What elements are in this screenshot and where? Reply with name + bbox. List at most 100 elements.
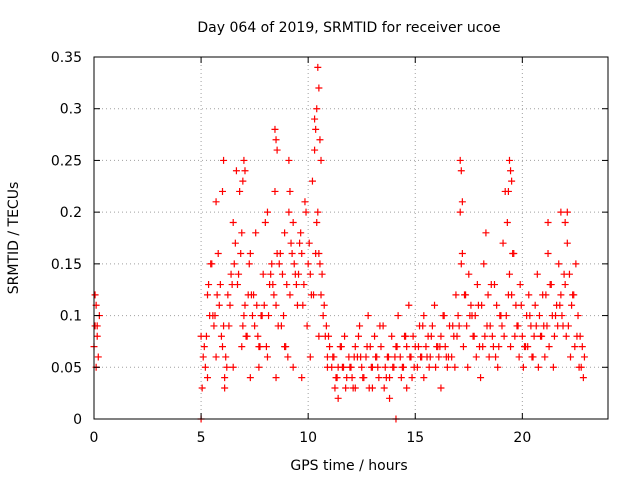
data-point bbox=[230, 260, 238, 268]
data-point bbox=[575, 363, 583, 371]
data-point bbox=[258, 312, 266, 320]
data-point bbox=[235, 270, 243, 278]
data-point bbox=[351, 343, 359, 351]
data-point bbox=[219, 187, 226, 195]
data-point bbox=[320, 301, 328, 309]
data-point bbox=[549, 363, 557, 371]
data-point bbox=[493, 301, 501, 309]
data-point bbox=[246, 374, 254, 382]
data-point bbox=[283, 281, 291, 289]
data-point bbox=[574, 312, 582, 320]
data-point bbox=[241, 301, 249, 309]
data-point bbox=[286, 187, 294, 195]
x-tick-label: 20 bbox=[513, 430, 531, 446]
data-point bbox=[541, 353, 549, 361]
data-point bbox=[213, 291, 221, 299]
data-point bbox=[220, 322, 228, 330]
data-point bbox=[440, 312, 448, 320]
data-point bbox=[313, 105, 321, 113]
data-point bbox=[201, 363, 209, 371]
data-point bbox=[243, 332, 251, 340]
data-point bbox=[290, 260, 298, 268]
data-point bbox=[287, 239, 295, 247]
data-point bbox=[443, 363, 451, 371]
data-point bbox=[451, 363, 459, 371]
data-point bbox=[367, 363, 375, 371]
data-point bbox=[342, 384, 350, 392]
data-point bbox=[322, 322, 330, 330]
data-point bbox=[93, 332, 101, 340]
data-point bbox=[417, 353, 425, 361]
data-point bbox=[547, 281, 555, 289]
data-point bbox=[550, 332, 558, 340]
data-point bbox=[204, 291, 212, 299]
data-point bbox=[310, 291, 318, 299]
data-point bbox=[496, 312, 504, 320]
data-point bbox=[533, 270, 541, 278]
data-point bbox=[273, 146, 281, 154]
data-point bbox=[457, 167, 465, 175]
data-point bbox=[226, 301, 234, 309]
data-point bbox=[296, 239, 304, 247]
data-point bbox=[269, 281, 277, 289]
data-point bbox=[303, 322, 311, 330]
data-point bbox=[380, 384, 388, 392]
data-point bbox=[262, 343, 270, 351]
data-point bbox=[350, 353, 358, 361]
data-point bbox=[222, 353, 230, 361]
data-point bbox=[454, 312, 462, 320]
data-point bbox=[409, 332, 417, 340]
data-point bbox=[317, 291, 325, 299]
data-point bbox=[200, 343, 208, 351]
data-point bbox=[410, 363, 418, 371]
data-point bbox=[422, 343, 430, 351]
data-point bbox=[311, 146, 319, 154]
data-point bbox=[316, 136, 324, 144]
data-point bbox=[256, 343, 264, 351]
data-point bbox=[219, 343, 226, 351]
data-point bbox=[354, 332, 362, 340]
data-point bbox=[371, 332, 379, 340]
data-point bbox=[281, 343, 289, 351]
data-point bbox=[331, 384, 339, 392]
data-point bbox=[260, 301, 268, 309]
data-point bbox=[215, 301, 223, 309]
x-tick-label: 0 bbox=[90, 430, 99, 446]
data-point bbox=[375, 374, 383, 382]
data-point bbox=[251, 322, 259, 330]
data-point bbox=[358, 363, 366, 371]
x-axis-label: GPS time / hours bbox=[290, 458, 407, 474]
data-point bbox=[237, 250, 245, 258]
data-point bbox=[474, 301, 482, 309]
data-point bbox=[500, 332, 508, 340]
data-point bbox=[544, 218, 552, 226]
data-point bbox=[484, 291, 492, 299]
y-tick-label: 0.05 bbox=[51, 360, 82, 376]
data-point bbox=[252, 229, 260, 237]
data-point bbox=[240, 312, 248, 320]
data-point bbox=[312, 125, 320, 133]
data-point bbox=[488, 332, 496, 340]
data-point bbox=[300, 281, 308, 289]
data-point bbox=[470, 332, 478, 340]
data-point bbox=[271, 125, 279, 133]
data-point bbox=[539, 291, 547, 299]
data-point bbox=[289, 218, 297, 226]
data-point bbox=[305, 239, 313, 247]
data-point bbox=[528, 353, 536, 361]
data-point bbox=[267, 270, 275, 278]
grid-layer bbox=[94, 57, 608, 419]
data-point bbox=[306, 270, 314, 278]
data-point bbox=[420, 374, 428, 382]
data-point bbox=[386, 394, 394, 402]
data-point bbox=[277, 322, 285, 330]
data-point bbox=[329, 353, 337, 361]
data-point bbox=[552, 312, 560, 320]
data-point bbox=[239, 322, 247, 330]
data-point bbox=[229, 363, 237, 371]
data-point bbox=[498, 322, 506, 330]
data-point bbox=[467, 301, 475, 309]
data-point bbox=[250, 291, 258, 299]
data-point bbox=[210, 322, 218, 330]
data-point bbox=[211, 312, 219, 320]
